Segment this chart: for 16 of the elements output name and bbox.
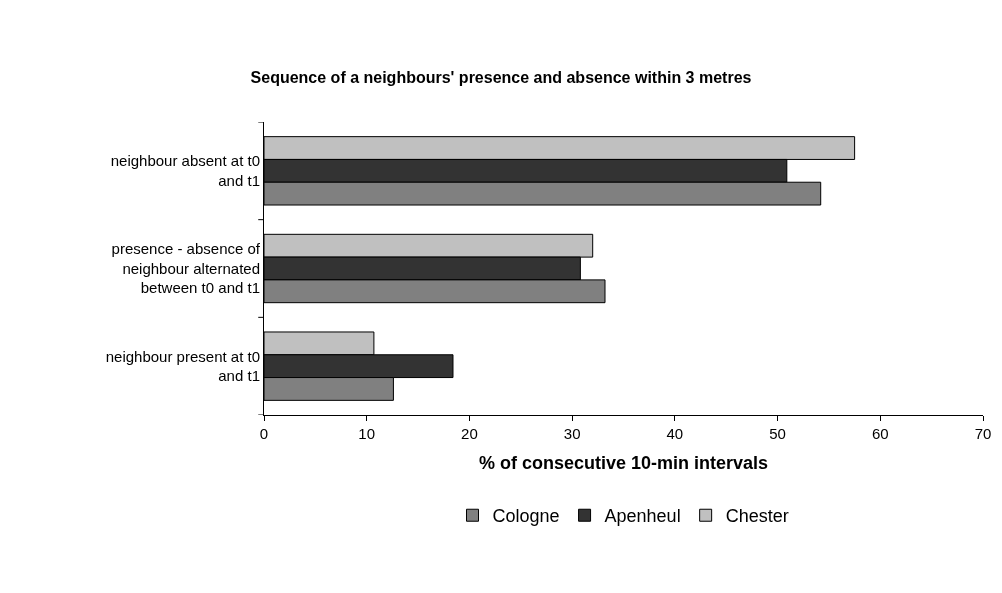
chart-title: Sequence of a neighbours' presence and absence within 3 metres xyxy=(250,68,752,86)
x-tick-label: 10 xyxy=(358,425,376,442)
x-tick-label: 70 xyxy=(974,425,992,442)
y-tick-label: neighbour absent at t0 and t1 xyxy=(110,152,260,189)
x-tick-label: 60 xyxy=(871,425,889,442)
y-tick-label: neighbour present at t0 and t1 xyxy=(105,347,260,385)
x-tick-label: 20 xyxy=(461,425,478,442)
x-tick-label: 0 xyxy=(259,425,269,442)
x-axis-title: % of consecutive 10-min intervals xyxy=(478,453,769,474)
x-tick-label: 30 xyxy=(563,425,581,442)
x-tick-label: 50 xyxy=(769,425,786,442)
legend-label: Chester xyxy=(725,506,789,527)
y-tick-label: presence - absence of neighbour alternated between t0 and t1 xyxy=(111,240,261,297)
legend-label: Apenheul xyxy=(604,506,681,527)
x-tick-label: 40 xyxy=(666,425,684,442)
legend-label: Cologne xyxy=(492,506,560,527)
